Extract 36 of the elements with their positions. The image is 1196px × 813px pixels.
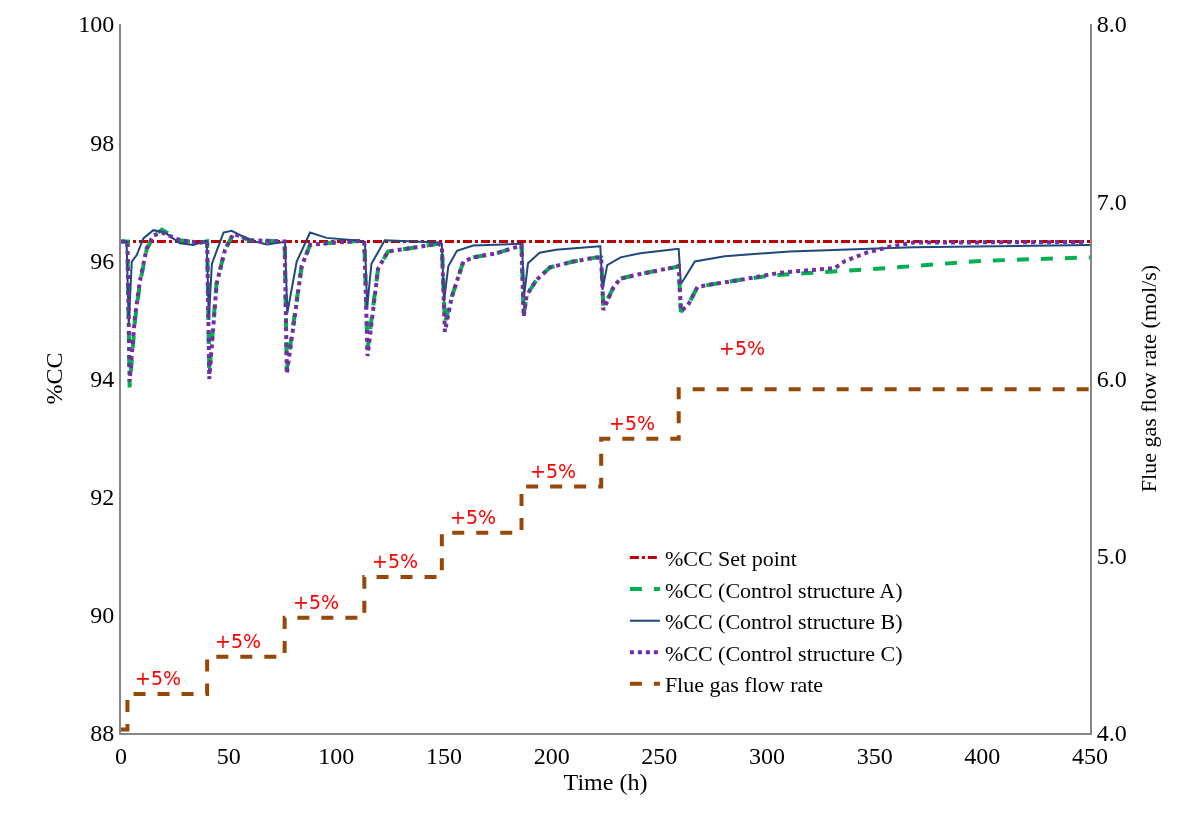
y2-tick-label: 6.0	[1096, 365, 1127, 392]
y-tick-label: 88	[90, 720, 115, 747]
annotation: +5%	[609, 412, 656, 434]
annotation: +5%	[293, 591, 340, 613]
x-axis-title: Time (h)	[563, 768, 648, 795]
legend-label: %CC Set point	[664, 546, 797, 572]
y2-tick-label: 5.0	[1096, 543, 1127, 570]
legend-label: %CC (Control structure B)	[664, 609, 903, 635]
annotation: +5%	[450, 506, 497, 528]
y-tick-label: 94	[90, 365, 115, 392]
x-tick-label: 200	[533, 742, 570, 769]
x-tick-label: 250	[641, 742, 678, 769]
y-tick-label: 92	[90, 484, 115, 511]
y2-tick-label: 7.0	[1096, 188, 1127, 215]
y-tick-label: 98	[90, 129, 115, 156]
annotation: +5%	[135, 667, 182, 689]
x-tick-label: 50	[216, 742, 241, 769]
x-tick-label: 100	[318, 742, 355, 769]
annotation: +5%	[530, 460, 577, 482]
y-tick-label: 90	[90, 602, 115, 629]
y-tick-label: 96	[90, 247, 115, 274]
y2-tick-label: 8.0	[1096, 11, 1127, 38]
y2-axis-title: Flue gas flow rate (mol/s)	[1136, 264, 1161, 493]
x-tick-label: 350	[856, 742, 893, 769]
annotation: +5%	[215, 630, 262, 652]
y-axis-title: %CC	[41, 352, 67, 405]
x-tick-label: 150	[426, 742, 462, 769]
legend-label: %CC (Control structure C)	[664, 640, 903, 666]
legend-label: Flue gas flow rate	[664, 672, 824, 698]
x-tick-label: 400	[964, 742, 1001, 769]
annotation: +5%	[372, 550, 419, 572]
x-tick-label: 0	[115, 742, 127, 769]
legend-label: %CC (Control structure A)	[664, 577, 903, 603]
x-tick-label: 300	[749, 742, 785, 769]
y-tick-label: 100	[78, 11, 115, 38]
annotation: +5%	[719, 337, 766, 359]
